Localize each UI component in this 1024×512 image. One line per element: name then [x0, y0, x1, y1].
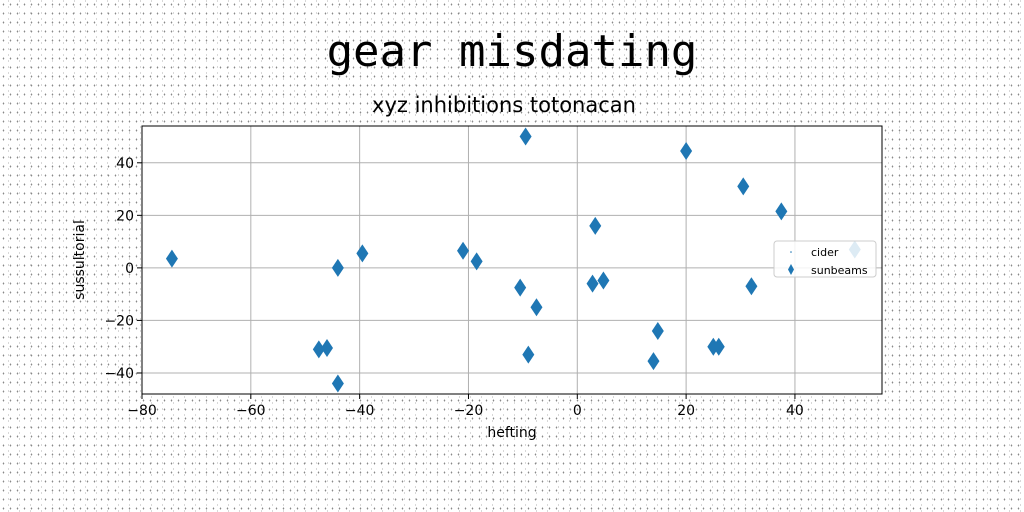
y-tick-label: 20 — [116, 208, 134, 224]
plot-area — [142, 126, 882, 394]
data-points — [165, 127, 861, 393]
legend-label-cider: cider — [811, 246, 839, 259]
y-tick-label: −40 — [104, 366, 134, 382]
x-tick-label: 20 — [677, 403, 695, 419]
data-point-sunbeams — [331, 374, 344, 393]
data-point-sunbeams — [321, 339, 333, 358]
data-point-sunbeams — [356, 244, 369, 263]
data-point-sunbeams — [514, 278, 527, 297]
legend-marker-sunbeams — [788, 264, 794, 275]
data-point-sunbeams — [775, 202, 788, 221]
x-axis-title: hefting — [487, 425, 536, 441]
data-point-sunbeams — [312, 340, 325, 359]
x-tick-label: 0 — [573, 403, 582, 419]
y-tick-label: 0 — [125, 261, 134, 277]
y-axis-title: sussultorial — [72, 220, 88, 300]
legend-marker-cider — [790, 251, 792, 253]
axis-ticks: −80 −60 −40 −20 0 20 40 −40 −20 0 20 40 — [104, 156, 803, 419]
grid — [141, 126, 882, 394]
data-point-sunbeams — [647, 352, 660, 371]
data-point-sunbeams — [712, 337, 725, 356]
data-point-sunbeams — [530, 298, 543, 317]
data-point-sunbeams — [331, 258, 344, 277]
x-tick-label: −60 — [236, 403, 266, 419]
data-point-sunbeams — [586, 274, 599, 293]
plot-frame — [141, 125, 883, 395]
data-point-sunbeams — [589, 216, 602, 235]
data-point-sunbeams — [737, 177, 750, 196]
x-tick-label: 40 — [786, 403, 804, 419]
data-point-sunbeams — [522, 345, 535, 364]
legend-label-sunbeams: sunbeams — [811, 264, 868, 277]
x-tick-label: −40 — [345, 403, 375, 419]
data-point-sunbeams — [680, 141, 693, 160]
y-tick-label: −20 — [104, 313, 134, 329]
data-point-sunbeams — [165, 249, 178, 268]
chart-title: xyz inhibitions totonacan — [372, 93, 636, 117]
data-point-sunbeams — [745, 277, 758, 296]
data-point-sunbeams — [519, 127, 532, 146]
x-tick-label: −20 — [454, 403, 484, 419]
data-point-sunbeams — [651, 321, 664, 340]
legend: cider sunbeams — [773, 240, 877, 278]
data-point-sunbeams — [457, 241, 470, 260]
legend-frame — [773, 240, 877, 278]
data-point-sunbeams — [470, 252, 483, 271]
data-point-sunbeams — [597, 271, 610, 290]
x-tick-label: −80 — [127, 403, 157, 419]
y-tick-label: 40 — [116, 156, 134, 172]
figure-suptitle: gear misdating — [326, 26, 698, 77]
